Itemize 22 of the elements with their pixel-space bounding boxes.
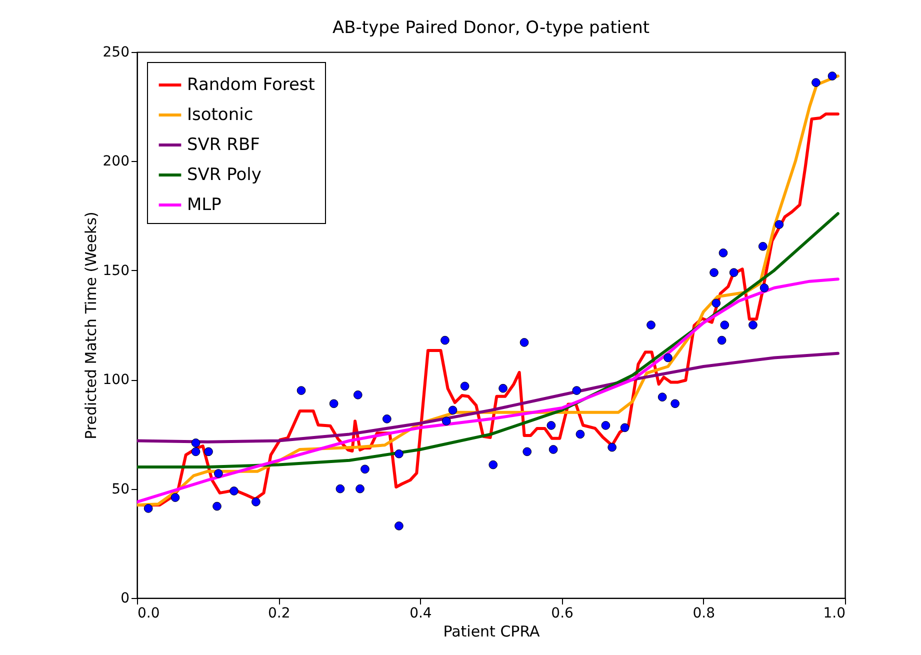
legend-label: MLP (187, 195, 222, 215)
x-tick-label: 0.8 (692, 606, 716, 622)
y-tick-label: 0 (120, 590, 130, 606)
y-tick-label: 250 (102, 44, 130, 60)
x-axis-title: Patient CPRA (443, 622, 541, 640)
x-tick-label: 0.2 (268, 606, 290, 622)
line-series (137, 352, 840, 444)
y-tick-label: 200 (102, 154, 130, 170)
chart-title: AB-type Paired Donor, O-type patient (332, 18, 650, 38)
legend-label: Random Forest (187, 75, 316, 95)
x-tick-label: 0.0 (138, 606, 160, 622)
line-series (137, 278, 840, 504)
legend-label: SVR RBF (187, 135, 260, 155)
y-axis-title: Predicted Match Time (Weeks) (82, 212, 100, 440)
legend-label: Isotonic (187, 105, 254, 125)
x-tick-label: 1.0 (823, 606, 846, 622)
x-tick-label: 0.4 (410, 606, 432, 622)
y-tick-label: 150 (102, 262, 130, 279)
x-tick-label: 0.6 (551, 606, 574, 622)
legend-label: SVR Poly (187, 165, 262, 185)
y-tick-label: 100 (102, 372, 130, 388)
y-tick-label: 50 (112, 481, 130, 498)
